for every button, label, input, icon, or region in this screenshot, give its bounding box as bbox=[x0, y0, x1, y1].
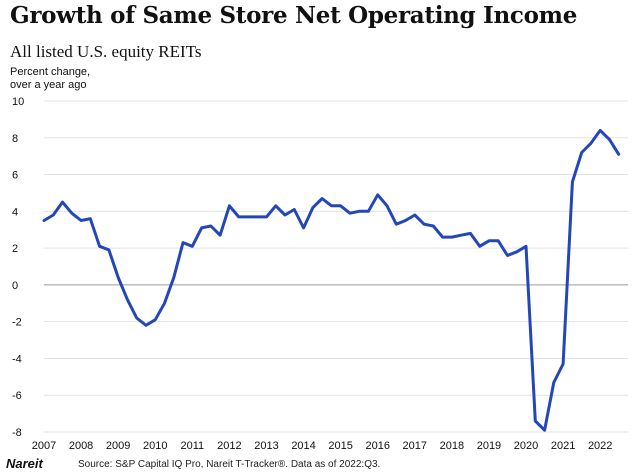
y-tick-label: 6 bbox=[12, 170, 18, 182]
x-tick-label: 2017 bbox=[403, 440, 427, 452]
y-axis-label-line-2: over a year ago bbox=[10, 79, 87, 91]
x-tick-label: 2012 bbox=[217, 440, 241, 452]
y-axis-label-line-1: Percent change, bbox=[10, 66, 91, 78]
x-tick-label: 2010 bbox=[143, 440, 167, 452]
x-tick-label: 2015 bbox=[328, 440, 352, 452]
x-tick-label: 2021 bbox=[551, 440, 575, 452]
y-axis-label: Percent change, over a year ago bbox=[10, 66, 130, 92]
x-tick-label: 2018 bbox=[440, 440, 464, 452]
chart-subtitle: All listed U.S. equity REITs bbox=[10, 42, 202, 61]
x-tick-label: 2016 bbox=[365, 440, 389, 452]
y-tick-label: -6 bbox=[12, 390, 22, 402]
x-tick-label: 2014 bbox=[291, 440, 315, 452]
x-tick-label: 2008 bbox=[69, 440, 93, 452]
chart-title: Growth of Same Store Net Operating Incom… bbox=[10, 2, 578, 29]
y-tick-label: 10 bbox=[12, 96, 24, 108]
y-tick-label: -2 bbox=[12, 317, 22, 329]
y-tick-labels: -8 -6 -4 -2 0 2 4 6 8 10 bbox=[12, 96, 24, 439]
x-tick-label: 2007 bbox=[32, 440, 56, 452]
x-tick-labels: 2007 2008 2009 2010 2011 2012 2013 2014 2015 2016… bbox=[32, 440, 613, 452]
x-tick-label: 2020 bbox=[514, 440, 538, 452]
x-tick-label: 2019 bbox=[477, 440, 501, 452]
y-tick-label: -8 bbox=[12, 427, 22, 439]
x-tick-label: 2022 bbox=[588, 440, 612, 452]
grid-lines bbox=[44, 100, 628, 433]
y-tick-label: -4 bbox=[12, 353, 22, 365]
nareit-logo: Nareit bbox=[6, 456, 43, 471]
x-tick-label: 2013 bbox=[254, 440, 278, 452]
series-line bbox=[42, 128, 621, 432]
source-note: Source: S&P Capital IQ Pro, Nareit T-Tra… bbox=[78, 459, 381, 470]
x-tick-label: 2011 bbox=[180, 440, 204, 452]
series-layer bbox=[42, 128, 621, 432]
x-tick-label: 2009 bbox=[106, 440, 130, 452]
y-tick-label: 8 bbox=[12, 133, 18, 145]
y-tick-label: 0 bbox=[12, 280, 18, 292]
y-tick-label: 4 bbox=[12, 206, 18, 218]
y-tick-label: 2 bbox=[12, 243, 18, 255]
